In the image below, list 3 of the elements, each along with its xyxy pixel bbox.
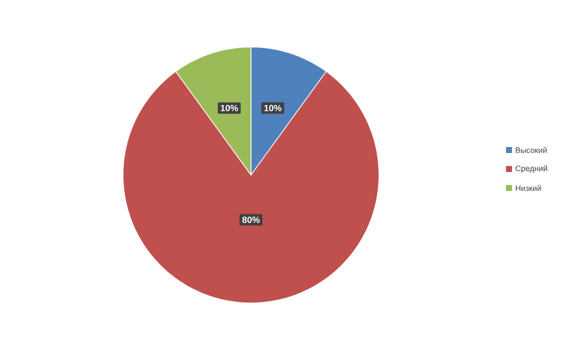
- data-label: 10%: [264, 104, 282, 112]
- data-label: 10%: [220, 104, 238, 112]
- data-label: 80%: [242, 216, 260, 223]
